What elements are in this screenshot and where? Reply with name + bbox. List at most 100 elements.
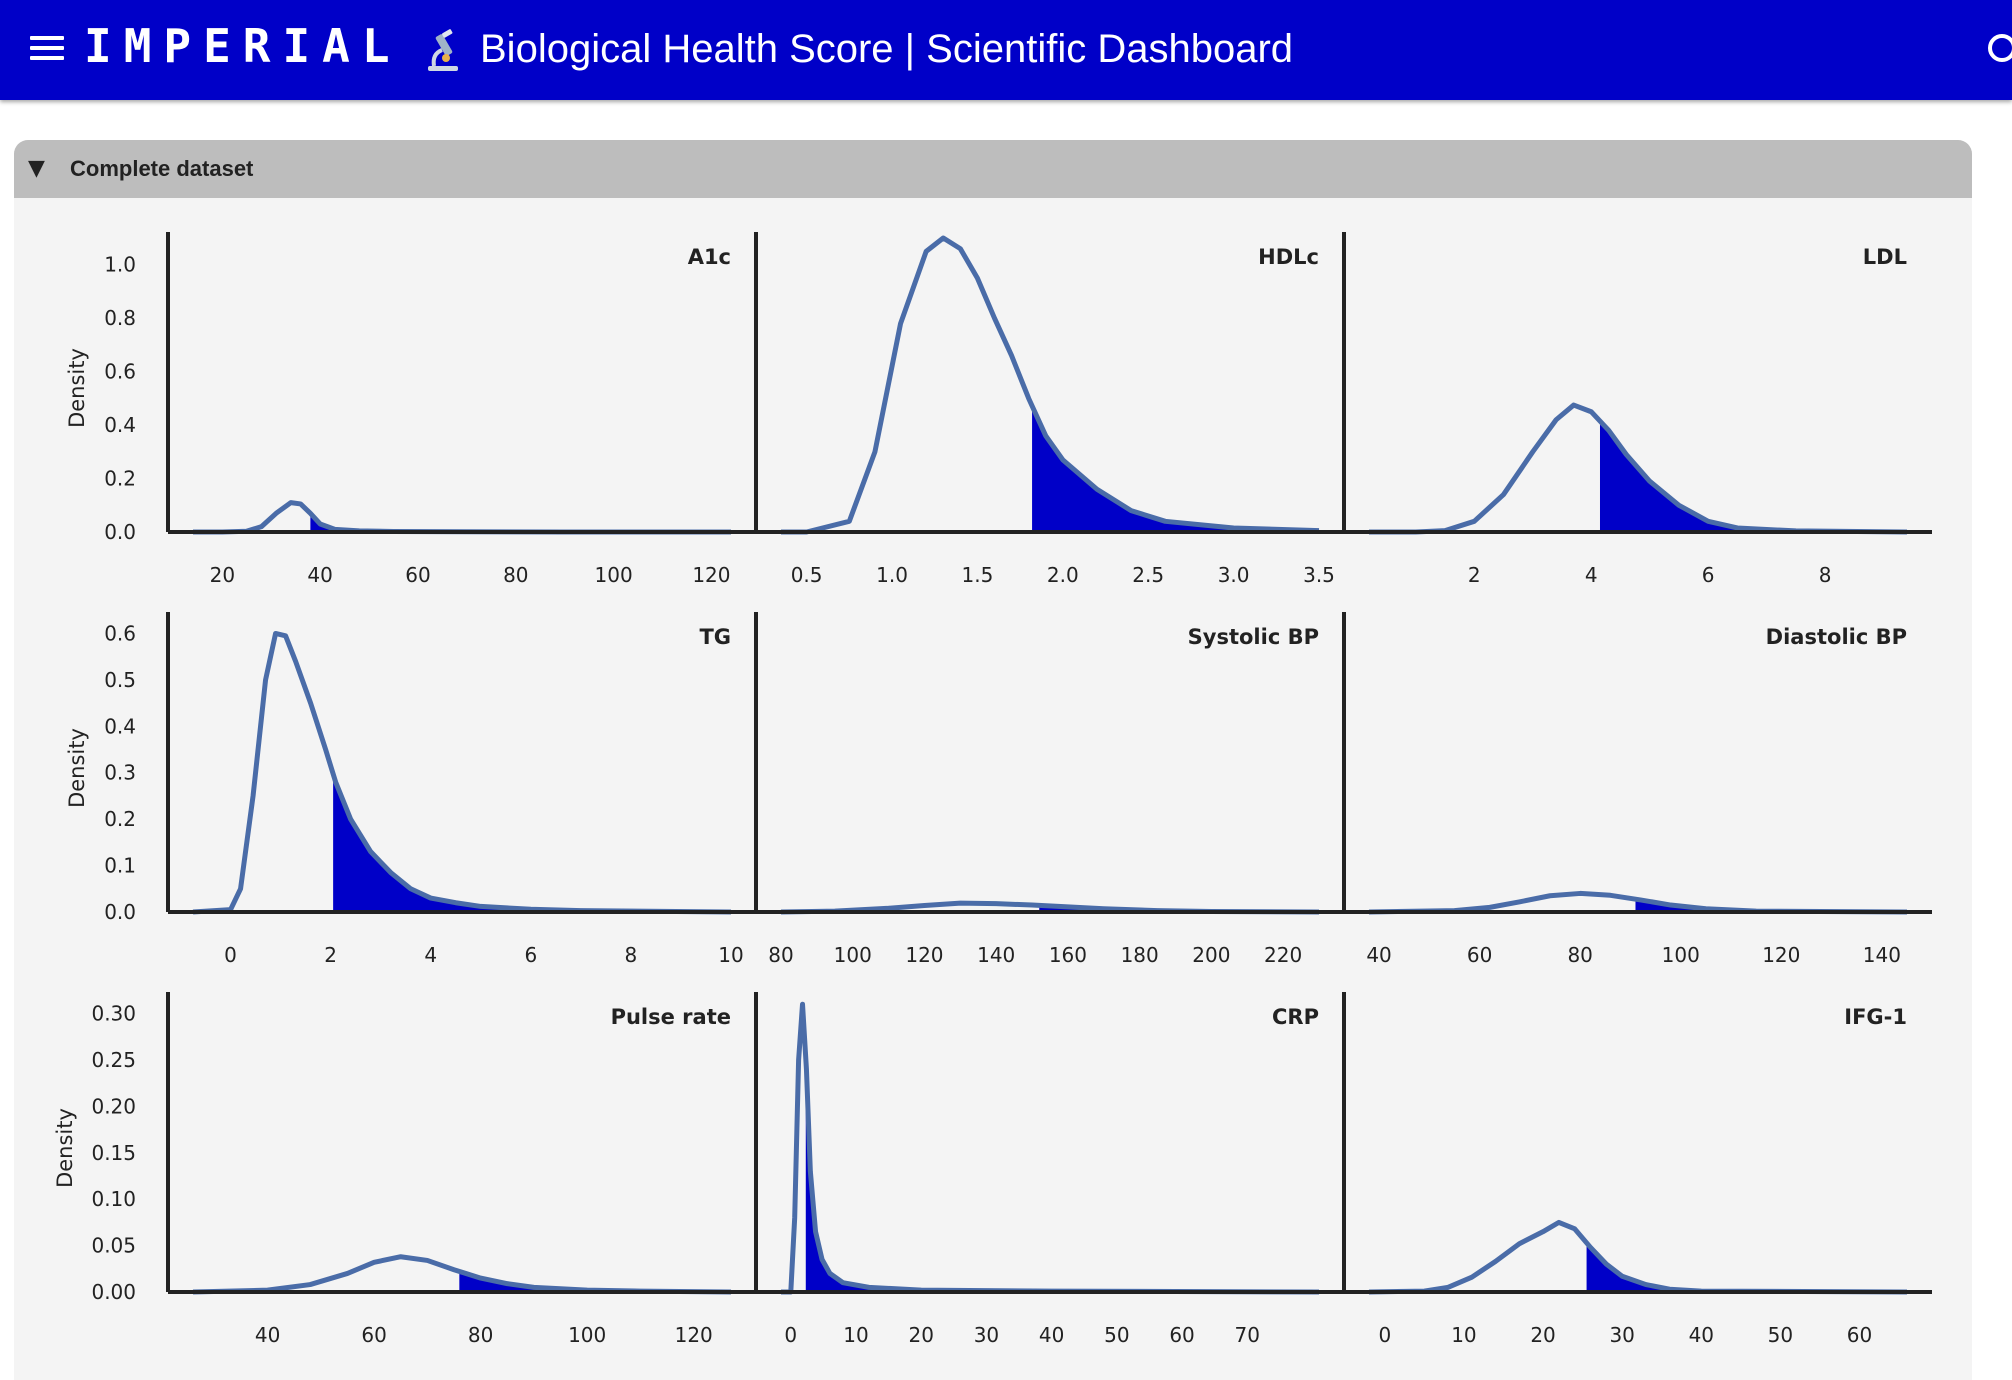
x-tick-label: 6 <box>1702 563 1715 587</box>
page-title: Biological Health Score | Scientific Das… <box>480 27 1294 71</box>
y-axis-label: Density <box>65 728 89 808</box>
x-tick-label: 120 <box>905 943 943 967</box>
x-tick-label: 80 <box>768 943 793 967</box>
shaded-area-crp <box>805 1058 1319 1292</box>
x-tick-label: 140 <box>977 943 1015 967</box>
density-curve-crp <box>781 1001 1320 1295</box>
x-tick-label: 120 <box>675 1323 713 1347</box>
x-tick-label: 0.5 <box>791 563 823 587</box>
x-tick-label: 30 <box>974 1323 999 1347</box>
x-tick-label: 20 <box>1530 1323 1555 1347</box>
x-tick-label: 40 <box>255 1323 280 1347</box>
x-tick-label: 8 <box>1819 563 1832 587</box>
density-curve-ldl <box>1369 402 1908 535</box>
collapse-toggle[interactable]: ▼ Complete dataset <box>14 140 1972 198</box>
plot-title: TG <box>699 625 731 649</box>
x-tick-label: 3.0 <box>1218 563 1250 587</box>
x-tick-label: 80 <box>503 563 528 587</box>
y-tick-label: 0.2 <box>104 807 136 831</box>
y-axis-label: Density <box>65 348 89 428</box>
x-tick-label: 100 <box>595 563 633 587</box>
density-curve-pulse-rate <box>192 1254 732 1295</box>
top-app-bar: IMPERIAL Biological Health Score | Scien… <box>0 0 2012 100</box>
y-axis-label: Density <box>53 1108 77 1188</box>
x-tick-label: 6 <box>524 943 537 967</box>
x-tick-label: 8 <box>625 943 638 967</box>
y-tick-label: 0.25 <box>91 1048 136 1072</box>
x-tick-label: 220 <box>1264 943 1302 967</box>
y-tick-label: 0.20 <box>91 1094 136 1118</box>
plot-title: Systolic BP <box>1188 625 1319 649</box>
x-tick-label: 100 <box>568 1323 606 1347</box>
hamburger-menu-icon[interactable] <box>30 36 64 64</box>
plot-title: HDLc <box>1258 245 1319 269</box>
density-curve-diastolic-bp <box>1368 890 1908 915</box>
x-tick-label: 2 <box>1468 563 1481 587</box>
x-tick-label: 0 <box>224 943 237 967</box>
x-tick-label: 40 <box>1366 943 1391 967</box>
density-curve-ifg-1 <box>1368 1219 1908 1295</box>
y-tick-label: 0.05 <box>91 1234 136 1258</box>
x-tick-label: 4 <box>424 943 437 967</box>
x-tick-label: 70 <box>1235 1323 1260 1347</box>
density-plot-a1c: A1c 20 40 60 80 100 120 0.0 0.2 0.4 0.6 0.8 1.0 Densi… <box>65 232 756 587</box>
section-title: Complete dataset <box>70 156 254 181</box>
density-plot-hdlc: HDLc 0.5 1.0 1.5 2.0 2.5 3.0 3.5 <box>754 232 1344 587</box>
x-tick-label: 20 <box>210 563 235 587</box>
x-tick-label: 4 <box>1585 563 1598 587</box>
y-tick-label: 0.4 <box>104 413 136 437</box>
y-tick-label: 0.0 <box>104 520 136 544</box>
x-tick-label: 2 <box>324 943 337 967</box>
brand-logo: IMPERIAL <box>84 19 402 73</box>
plot-title: IFG-1 <box>1844 1005 1907 1029</box>
plot-title: CRP <box>1272 1005 1319 1029</box>
density-plot-pulse-rate: Pulse rate 40 60 80 100 120 0.00 0.05 0.10 0.15 0.… <box>53 992 756 1347</box>
y-tick-label: 0.5 <box>104 668 136 692</box>
shaded-area-tg <box>333 773 731 912</box>
y-tick-label: 0.0 <box>104 900 136 924</box>
x-tick-label: 60 <box>1169 1323 1194 1347</box>
complete-dataset-panel: ▼ Complete dataset <box>14 140 1972 1380</box>
x-tick-label: 50 <box>1104 1323 1129 1347</box>
x-tick-label: 40 <box>1689 1323 1714 1347</box>
y-tick-label: 0.2 <box>104 467 136 491</box>
x-tick-label: 40 <box>307 563 332 587</box>
density-plot-ifg-1: IFG-1 0 10 20 30 40 50 60 <box>1342 992 1932 1347</box>
density-curve-tg <box>192 630 732 915</box>
x-tick-label: 20 <box>908 1323 933 1347</box>
shaded-area-hdlc <box>1032 405 1319 532</box>
x-tick-label: 1.5 <box>962 563 994 587</box>
x-tick-label: 80 <box>468 1323 493 1347</box>
x-tick-label: 100 <box>1662 943 1700 967</box>
density-curve-hdlc <box>781 235 1320 535</box>
density-plot-tg: TG 0 2 4 6 8 10 0.0 0.1 0.2 0.3 0.4 0.5 0.6 Density <box>65 612 756 967</box>
x-tick-label: 0 <box>1378 1323 1391 1347</box>
x-tick-label: 100 <box>834 943 872 967</box>
x-tick-label: 2.5 <box>1132 563 1164 587</box>
x-tick-label: 80 <box>1567 943 1592 967</box>
x-tick-label: 60 <box>1847 1323 1872 1347</box>
y-tick-label: 1.0 <box>104 253 136 277</box>
density-plot-diastolic-bp: Diastolic BP 40 60 80 100 120 140 <box>1342 612 1932 967</box>
x-tick-label: 40 <box>1039 1323 1064 1347</box>
y-tick-label: 0.15 <box>91 1141 136 1165</box>
y-tick-label: 0.4 <box>104 714 136 738</box>
x-tick-label: 3.5 <box>1303 563 1335 587</box>
x-tick-label: 1.0 <box>876 563 908 587</box>
density-plot-systolic-bp: Systolic BP 80 100 120 140 160 180 200 220 <box>754 612 1344 967</box>
x-tick-label: 60 <box>361 1323 386 1347</box>
x-tick-label: 200 <box>1192 943 1230 967</box>
x-tick-label: 140 <box>1863 943 1901 967</box>
x-tick-label: 10 <box>1451 1323 1476 1347</box>
y-tick-label: 0.3 <box>104 761 136 785</box>
x-tick-label: 30 <box>1609 1323 1634 1347</box>
x-tick-label: 10 <box>718 943 743 967</box>
x-tick-label: 60 <box>1467 943 1492 967</box>
x-tick-label: 160 <box>1049 943 1087 967</box>
plot-title: LDL <box>1863 245 1907 269</box>
x-tick-label: 120 <box>1762 943 1800 967</box>
search-icon[interactable] <box>1984 30 2012 66</box>
y-tick-label: 0.00 <box>91 1280 136 1304</box>
microscope-icon <box>428 29 458 71</box>
